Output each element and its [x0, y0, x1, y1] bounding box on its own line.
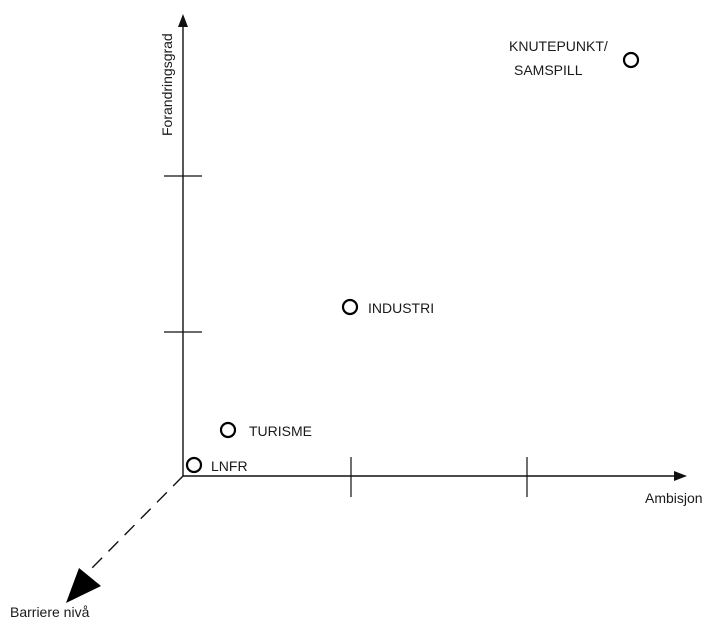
point-knutepunkt-marker — [622, 51, 640, 69]
x-axis-arrowhead — [674, 471, 687, 481]
point-turisme-label: TURISME — [249, 423, 312, 439]
point-lnfr-marker — [185, 456, 203, 474]
y-axis-label: Forandringsgrad — [159, 33, 175, 136]
z-axis-arrowhead — [66, 568, 101, 603]
z-axis-label: Barriere nivå — [10, 604, 90, 619]
y-axis-arrowhead — [178, 14, 188, 27]
z-axis-line — [91, 475, 184, 569]
point-knutepunkt-label-line1: KNUTEPUNKT/ — [509, 38, 608, 54]
point-lnfr-label: LNFR — [211, 458, 248, 474]
point-industri-marker — [341, 298, 359, 316]
point-industri-label: INDUSTRI — [368, 300, 434, 316]
x-axis-label: Ambisjon — [645, 490, 703, 506]
point-knutepunkt-label-line2: SAMSPILL — [514, 62, 583, 78]
point-turisme-marker — [219, 421, 237, 439]
